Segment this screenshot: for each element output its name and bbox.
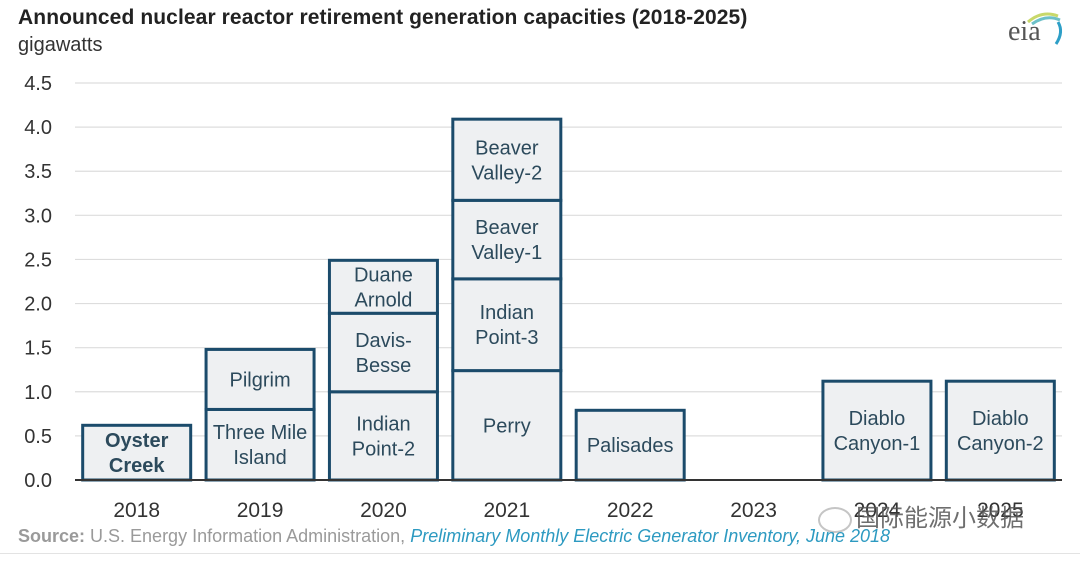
- source-label: Source:: [18, 526, 86, 546]
- source-link[interactable]: Preliminary Monthly Electric Generator I…: [410, 526, 891, 546]
- segment-label: Oyster: [105, 430, 169, 452]
- segment-label: Diablo: [972, 408, 1029, 430]
- stacked-bar-chart: 0.0 0.5 1.0 1.5 2.0 2.5 3.0 3.5 4.0 4.5 Oyster Cre…: [24, 73, 1062, 522]
- segment-label: Beaver: [475, 137, 539, 159]
- segment-label: Perry: [483, 415, 531, 437]
- segment-label: Besse: [356, 355, 412, 377]
- segment-label: Point-2: [352, 438, 415, 460]
- y-tick-label: 3.0: [24, 205, 52, 227]
- bar-segment: [451, 277, 563, 373]
- y-tick-label: 4.5: [24, 73, 52, 95]
- y-tick-label: 2.0: [24, 294, 52, 316]
- segment-label: Valley-2: [471, 162, 542, 184]
- segment-label: Creek: [109, 455, 165, 477]
- segment-label: Point-3: [475, 327, 538, 349]
- watermark: 国际能源小数据: [818, 498, 1024, 533]
- eia-logo-icon: [1027, 12, 1063, 45]
- x-tick-label: 2024: [854, 499, 901, 522]
- bar-segment: [327, 311, 439, 394]
- y-tick-label: 1.0: [24, 382, 52, 404]
- x-tick-label: 2023: [730, 499, 777, 522]
- source-note: Source: U.S. Energy Information Administ…: [18, 526, 890, 547]
- segment-label: Duane: [354, 264, 413, 286]
- bar-segment: [821, 379, 933, 482]
- bar-segment: [451, 369, 563, 482]
- segment-label: Indian: [356, 413, 411, 435]
- x-tick-label: 2022: [607, 499, 654, 522]
- bar-segment: [451, 117, 563, 202]
- segment-label: Canyon-2: [957, 433, 1044, 455]
- segment-label: Palisades: [587, 435, 674, 457]
- bar-segment: [451, 198, 563, 281]
- bar-segment: [204, 407, 316, 482]
- bar-segment: [327, 258, 439, 315]
- segment-label: Davis-: [355, 330, 412, 352]
- x-tick-label: 2020: [360, 499, 407, 522]
- segment-label: Valley-1: [471, 242, 542, 264]
- y-tick-label: 4.0: [24, 117, 52, 139]
- y-axis-unit-label: gigawatts: [18, 34, 103, 56]
- watermark-text: 国际能源小数据: [856, 505, 1024, 532]
- segment-label: Beaver: [475, 217, 539, 239]
- x-tick-label: 2019: [237, 499, 284, 522]
- eia-logo-text: eia: [1008, 16, 1041, 47]
- segment-label: Pilgrim: [230, 369, 291, 391]
- source-text: U.S. Energy Information Administration,: [85, 526, 411, 546]
- x-tick-label: 2021: [483, 499, 530, 522]
- bar-segment: [327, 390, 439, 482]
- segment-label: Three Mile: [213, 422, 307, 444]
- y-tick-label: 3.5: [24, 161, 52, 183]
- y-tick-label: 1.5: [24, 338, 52, 360]
- x-tick-label: 2018: [113, 499, 160, 522]
- bar-segment: [204, 347, 316, 411]
- bar-segment: [944, 379, 1056, 482]
- segment-label: Canyon-1: [834, 433, 921, 455]
- segment-label: Island: [233, 447, 286, 469]
- y-tick-label: 0.0: [24, 470, 52, 492]
- segment-label: Arnold: [355, 289, 413, 311]
- wechat-icon: [818, 506, 852, 533]
- source-divider: [0, 553, 1080, 554]
- segment-label: Diablo: [849, 408, 906, 430]
- x-tick-label: 2025: [977, 499, 1024, 522]
- bar-segment: [81, 423, 193, 482]
- bar-segment: [574, 408, 686, 482]
- chart-title: Announced nuclear reactor retirement gen…: [18, 6, 748, 29]
- y-tick-label: 0.5: [24, 426, 52, 448]
- segment-label: Indian: [480, 302, 535, 324]
- y-tick-label: 2.5: [24, 249, 52, 271]
